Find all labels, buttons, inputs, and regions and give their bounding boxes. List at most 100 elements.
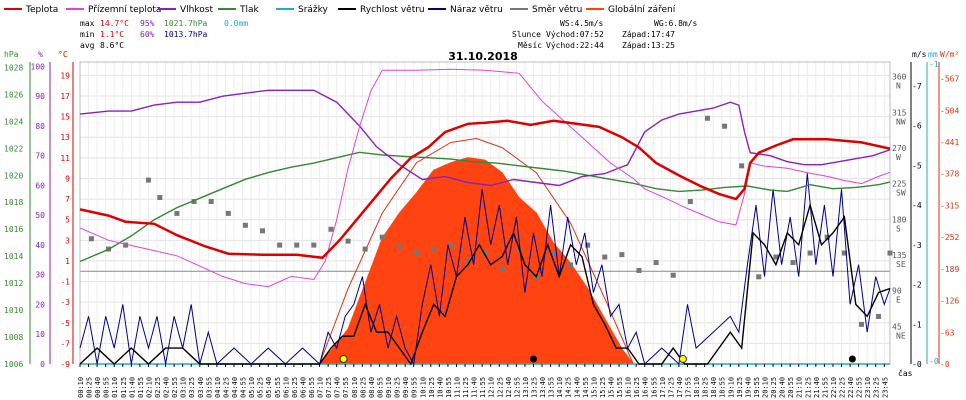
x-tick-label: 15:25 <box>599 377 607 398</box>
hpa-tick-label: 1012 <box>4 279 23 288</box>
pct-tick-label: 80 <box>35 122 45 131</box>
moonrise-time: Východ:22:44 <box>546 41 604 50</box>
wm2-tick-label: -189 <box>940 265 959 274</box>
x-tick-label: 19:55 <box>753 377 761 398</box>
hpa-tick-label: 1018 <box>4 198 23 207</box>
dir-tick-degree: 180 <box>892 215 907 224</box>
wind-direction-point <box>157 195 163 201</box>
dir-tick-compass: W <box>896 153 901 162</box>
x-tick-label: 11:55 <box>479 377 487 398</box>
x-tick-label: 16:55 <box>650 377 658 398</box>
degc-tick-label: -9 <box>60 360 70 369</box>
ms-tick-label: -7 <box>912 82 922 91</box>
wind-direction-point <box>260 228 266 234</box>
moonset-time: Západ:13:25 <box>622 41 675 50</box>
hpa-tick-label: 1024 <box>4 117 23 126</box>
wind-direction-point <box>311 242 317 248</box>
series-temperature <box>79 119 891 260</box>
x-tick-label: 00:10 <box>77 377 85 398</box>
ms-tick-label: -3 <box>912 241 922 250</box>
x-tick-label: 23:10 <box>864 377 872 398</box>
x-tick-label: 10:55 <box>445 377 453 398</box>
wind-direction-point <box>687 199 693 205</box>
wind-direction-point <box>619 252 625 258</box>
x-tick-label: 21:10 <box>796 377 804 398</box>
pct-tick-label: 0 <box>40 360 45 369</box>
x-tick-label: 11:40 <box>471 377 479 398</box>
x-tick-label: 10:25 <box>428 377 436 398</box>
wm2-tick-label: -252 <box>940 233 959 242</box>
wind-direction-point <box>807 250 813 256</box>
dir-tick-degree: 225 <box>892 180 907 189</box>
wind-direction-point <box>636 267 642 273</box>
ms-tick-label: -1 <box>912 320 922 329</box>
pct-tick-label: 90 <box>35 92 45 101</box>
sunrise-time: Východ:07:52 <box>546 30 604 39</box>
legend-label: Přízemní teplota <box>88 5 161 15</box>
x-tick-label: 04:55 <box>240 377 248 398</box>
degc-tick-label: 13 <box>60 133 70 142</box>
ms-tick-label: -6 <box>912 122 922 131</box>
wind-direction-point <box>431 246 437 252</box>
ms-tick-label: -2 <box>912 281 922 290</box>
dir-tick-degree: 315 <box>892 108 907 117</box>
wind-direction-point <box>499 266 505 272</box>
x-tick-label: 08:10 <box>351 377 359 398</box>
x-tick-label: 21:25 <box>804 377 812 398</box>
x-tick-label: 18:25 <box>702 377 710 398</box>
x-tick-label: 07:10 <box>317 377 325 398</box>
axis-units: hPa % °C m/s mm W/m² čas <box>4 50 959 378</box>
degc-tick-label: 7 <box>65 195 70 204</box>
x-tick-label: 00:55 <box>103 377 111 398</box>
wm2-tick-label: -63 <box>940 328 955 337</box>
dir-tick-degree: 45 <box>892 322 902 331</box>
x-tick-label: 01:40 <box>128 377 136 398</box>
x-tick-label: 22:25 <box>839 377 847 398</box>
x-tick-label: 17:25 <box>667 377 675 398</box>
x-tick-label: 03:25 <box>188 377 196 398</box>
degc-unit: °C <box>58 50 68 59</box>
ms-tick-label: -5 <box>912 161 922 170</box>
wind-direction-point <box>602 254 608 260</box>
degc-tick-label: 5 <box>65 216 70 225</box>
x-tick-label: 19:25 <box>736 377 744 398</box>
wind-direction-point <box>294 242 300 248</box>
x-tick-label: 19:40 <box>744 377 752 398</box>
x-tick-label: 13:10 <box>522 377 530 398</box>
x-tick-label: 12:55 <box>513 377 521 398</box>
stat-max-label: max <box>80 19 95 28</box>
pct-tick-label: 50 <box>35 211 45 220</box>
wind-direction-point <box>242 222 248 228</box>
wind-direction-point <box>328 226 334 232</box>
wind-direction-point <box>191 199 197 205</box>
degc-tick-label: 1 <box>65 257 70 266</box>
wm2-tick-label: -126 <box>940 297 959 306</box>
x-tick-label: 22:55 <box>856 377 864 398</box>
ms-unit: m/s <box>912 50 927 59</box>
x-tick-label: 08:25 <box>359 377 367 398</box>
mm-tick-label: -0 <box>929 357 939 366</box>
dir-tick-degree: 90 <box>892 287 902 296</box>
legend-label: Vlhkost <box>180 5 213 15</box>
x-tick-label: 18:55 <box>719 377 727 398</box>
wind-direction-point <box>756 274 762 280</box>
dir-tick-degree: 270 <box>892 144 907 153</box>
x-tick-label: 22:40 <box>847 377 855 398</box>
x-tick-label: 02:40 <box>163 377 171 398</box>
x-tick-label: 16:40 <box>642 377 650 398</box>
dir-tick-compass: N <box>896 82 901 91</box>
wm2-tick-label: -0 <box>940 360 950 369</box>
astro-block: WS:4.5m/s WG:6.8m/s Slunce Východ:07:52 … <box>512 19 698 50</box>
wind-direction-point <box>277 242 283 248</box>
x-tick-label: 05:25 <box>257 377 265 398</box>
x-tick-label: 15:40 <box>607 377 615 398</box>
x-tick-label: 01:10 <box>111 377 119 398</box>
x-tick-label: 02:25 <box>154 377 162 398</box>
wm2-tick-label: -315 <box>940 201 959 210</box>
wm2-tick-label: -441 <box>940 138 959 147</box>
x-tick-label: 02:10 <box>145 377 153 398</box>
x-tick-label: 21:55 <box>821 377 829 398</box>
x-tick-label: 08:55 <box>376 377 384 398</box>
